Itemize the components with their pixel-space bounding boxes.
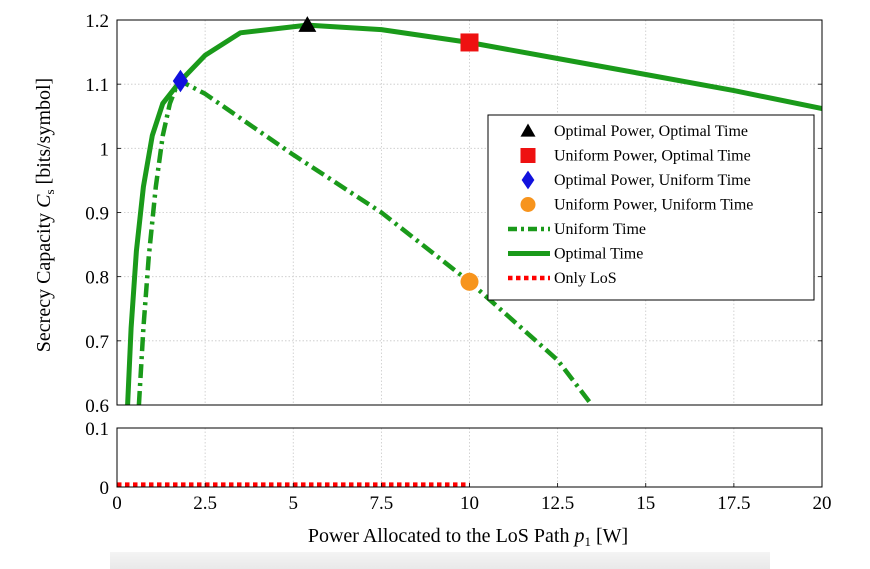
legend-item: Uniform Power, Uniform Time [520, 197, 753, 214]
x-tick-label: 20 [813, 493, 832, 514]
legend-label: Uniform Time [554, 221, 646, 238]
x-tick-label: 17.5 [717, 493, 750, 514]
y-tick-label: 1.1 [85, 75, 109, 96]
x-tick-label: 15 [636, 493, 655, 514]
x-axis-title: Power Allocated to the LoS Path p1 [W] [308, 525, 628, 549]
panel-frame-upper [116, 19, 823, 406]
y-tick-label: 1.2 [85, 11, 109, 32]
marker-circle [460, 272, 479, 291]
legend-item: Uniform Time [508, 221, 646, 238]
x-tick-label: 0 [112, 493, 122, 514]
marker-triangle [298, 16, 317, 32]
y-tick-label: 0 [100, 478, 110, 499]
x-tick-label: 7.5 [370, 493, 394, 514]
x-tick-label: 10 [460, 493, 479, 514]
legend-item: Optimal Power, Optimal Time [520, 123, 748, 140]
x-tick-label: 5 [289, 493, 299, 514]
marker-diamond [172, 69, 189, 93]
legend-box [487, 114, 815, 301]
marker-square [460, 33, 479, 52]
legend-marker-circle [520, 197, 536, 212]
legend-item: Optimal Time [508, 246, 643, 263]
legend: Optimal Power, Optimal Time Uniform Power… [487, 114, 815, 301]
y-tick-label: 0.1 [85, 419, 109, 440]
x-tick-label: 12.5 [541, 493, 574, 514]
axes-frame [116, 19, 823, 488]
series-line [125, 22, 822, 405]
legend-label: Uniform Power, Uniform Time [554, 197, 753, 214]
legend-item: Only LoS [508, 270, 617, 287]
legend-marker-diamond [521, 170, 535, 190]
legend-label: Optimal Power, Optimal Time [554, 123, 748, 140]
legend-marker-square [520, 148, 536, 163]
legend-label: Uniform Power, Optimal Time [554, 148, 751, 165]
series-optimal-time [125, 22, 822, 405]
tick-labels: 0.6 0.7 0.8 0.9 1 1.1 1.2 0 0.1 0 2.5 5 7.5 10 12.5 15 1… [85, 11, 831, 514]
y-tick-label: 0.8 [85, 268, 109, 289]
legend-item: Optimal Power, Uniform Time [521, 170, 751, 190]
legend-label: Optimal Time [554, 246, 643, 263]
x-tick-label: 2.5 [193, 493, 217, 514]
y-tick-label: 0.7 [85, 332, 109, 353]
y-tick-label: 0.6 [85, 396, 109, 417]
legend-label: Only LoS [554, 270, 617, 287]
page-shadow [110, 552, 770, 569]
y-tick-label: 1 [100, 139, 110, 160]
legend-label: Optimal Power, Uniform Time [554, 172, 751, 189]
legend-item: Uniform Power, Optimal Time [520, 148, 751, 165]
y-tick-label: 0.9 [85, 204, 109, 225]
y-axis-title: Secrecy Capacity Cs [bits/symbol] [33, 78, 57, 352]
legend-marker-triangle [520, 123, 536, 137]
